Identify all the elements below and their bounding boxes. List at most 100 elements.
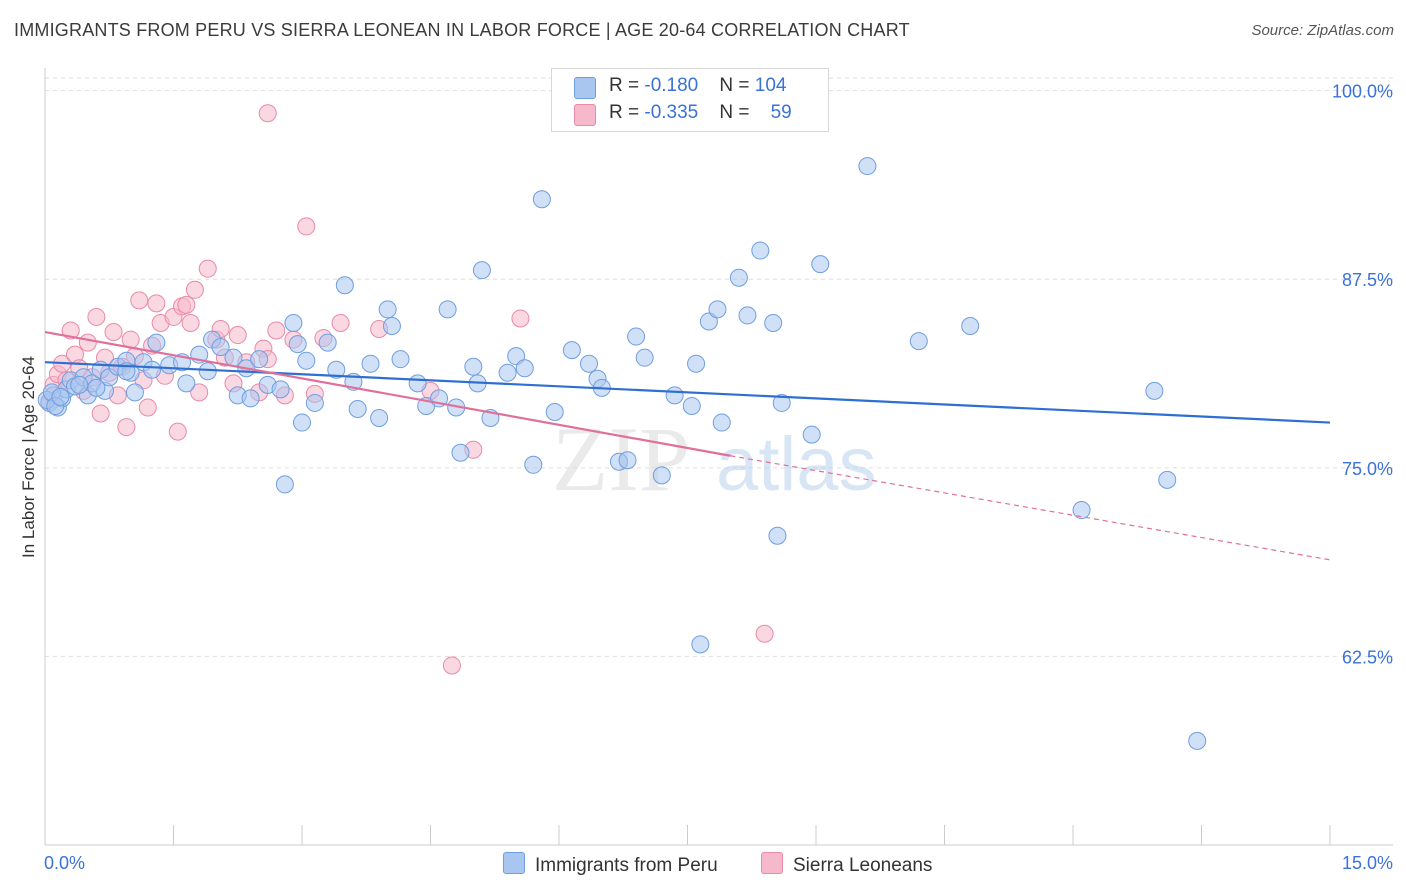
point-pink-45 — [267, 321, 286, 340]
point-blue-83 — [738, 306, 757, 325]
legend-box: R = -0.180 N = 104 R = -0.335 N = 59 — [551, 68, 829, 132]
point-blue-86 — [768, 526, 787, 545]
legend-swatch-pink — [574, 104, 596, 126]
axes — [44, 68, 1393, 846]
trend-line-pink — [44, 330, 731, 457]
point-pink-15 — [104, 323, 123, 342]
point-blue-35 — [284, 313, 303, 332]
point-pink-34 — [190, 383, 209, 402]
point-pink-5 — [61, 321, 80, 340]
point-blue-85 — [764, 313, 783, 332]
legend-swatch-blue — [574, 77, 596, 99]
x-tick-label-max: 15.0% — [1342, 853, 1393, 873]
point-pink-33 — [185, 280, 204, 299]
bottom-legend-peru: Immigrants from Peru — [503, 852, 718, 876]
point-blue-16 — [125, 383, 144, 402]
point-blue-31 — [250, 350, 269, 369]
y-tick-label-3: 100.0% — [1332, 82, 1393, 102]
point-blue-49 — [391, 350, 410, 369]
point-blue-72 — [627, 327, 646, 346]
trend-line-blue — [44, 361, 1331, 424]
legend-blue-n-value: 104 — [754, 75, 787, 96]
point-blue-58 — [472, 261, 491, 280]
point-blue-37 — [293, 413, 311, 432]
series-sierra-leoneans — [40, 104, 774, 675]
point-pink-55 — [511, 309, 530, 328]
point-blue-45 — [361, 354, 380, 373]
point-pink-51 — [331, 313, 350, 332]
point-blue-40 — [318, 333, 337, 352]
trend-line-pink-dashed — [730, 455, 1331, 561]
point-blue-60 — [498, 363, 517, 382]
y-axis-label: In Labor Force | Age 20-64 — [19, 356, 38, 558]
bottom-legend-sierra: Sierra Leoneans — [761, 852, 932, 876]
bottom-legend-label-peru: Immigrants from Peru — [535, 855, 718, 876]
point-pink-23 — [138, 398, 157, 417]
point-pink-21 — [130, 291, 149, 310]
point-pink-58 — [442, 656, 461, 675]
point-pink-25 — [147, 294, 166, 313]
point-pink-48 — [297, 217, 316, 236]
legend-pink-n-label: N = — [719, 102, 755, 123]
legend-blue-n-label: N = — [719, 75, 755, 96]
point-blue-46 — [370, 409, 389, 428]
point-blue-36 — [288, 335, 307, 354]
point-blue-18 — [143, 360, 162, 379]
point-blue-87 — [772, 393, 791, 412]
point-pink-56 — [755, 624, 774, 643]
point-blue-77 — [687, 354, 706, 373]
x-tick-label-min: 0.0% — [44, 853, 85, 873]
point-blue-67 — [579, 354, 598, 373]
legend-blue-r-value: -0.180 — [644, 75, 699, 96]
legend-pink-r-label: R = — [609, 102, 645, 123]
y-tick-label-2: 87.5% — [1342, 270, 1393, 290]
point-blue-71 — [618, 451, 637, 470]
point-pink-35 — [198, 259, 217, 278]
point-blue-24 — [198, 362, 217, 381]
point-blue-75 — [665, 386, 684, 405]
point-blue-30 — [241, 389, 260, 408]
point-blue-44 — [348, 399, 367, 418]
point-blue-90 — [858, 157, 877, 176]
point-blue-84 — [751, 241, 770, 260]
point-blue-82 — [729, 268, 748, 287]
point-blue-88 — [802, 425, 821, 444]
point-blue-101 — [70, 375, 89, 394]
point-blue-89 — [811, 255, 830, 274]
point-blue-50 — [408, 374, 427, 393]
point-blue-95 — [1158, 470, 1177, 489]
point-blue-100 — [51, 387, 70, 406]
point-pink-18 — [117, 418, 136, 437]
legend-pink-n-value: 59 — [770, 102, 792, 123]
point-pink-11 — [87, 307, 106, 326]
y-tick-label-1: 75.0% — [1342, 459, 1393, 479]
point-blue-22 — [177, 374, 196, 393]
point-blue-93 — [1072, 501, 1091, 520]
point-blue-33 — [271, 380, 290, 399]
point-blue-47 — [378, 300, 397, 319]
point-pink-40 — [228, 326, 247, 345]
legend-blue-r-label: R = — [609, 75, 645, 96]
point-pink-9 — [78, 333, 97, 352]
point-blue-55 — [451, 443, 470, 462]
point-blue-66 — [562, 341, 581, 360]
point-blue-96 — [1188, 731, 1207, 750]
point-blue-41 — [327, 360, 346, 379]
y-tick-labels: 62.5% 75.0% 87.5% 100.0% — [1332, 82, 1393, 668]
point-blue-53 — [438, 300, 457, 319]
point-blue-62 — [515, 359, 534, 378]
series-immigrants-from-peru — [37, 157, 1207, 750]
point-blue-81 — [712, 413, 731, 432]
point-blue-94 — [1145, 381, 1164, 400]
point-blue-26 — [211, 338, 230, 357]
point-pink-57 — [258, 104, 277, 123]
chart-title: IMMIGRANTS FROM PERU VS SIERRA LEONEAN I… — [14, 20, 910, 40]
point-pink-31 — [177, 295, 196, 314]
watermark-atlas: atlas — [716, 422, 877, 507]
point-blue-74 — [652, 466, 671, 485]
point-blue-78 — [691, 635, 710, 654]
bottom-legend-label-sierra: Sierra Leoneans — [793, 855, 933, 876]
point-blue-48 — [382, 316, 401, 335]
point-blue-39 — [305, 393, 324, 412]
